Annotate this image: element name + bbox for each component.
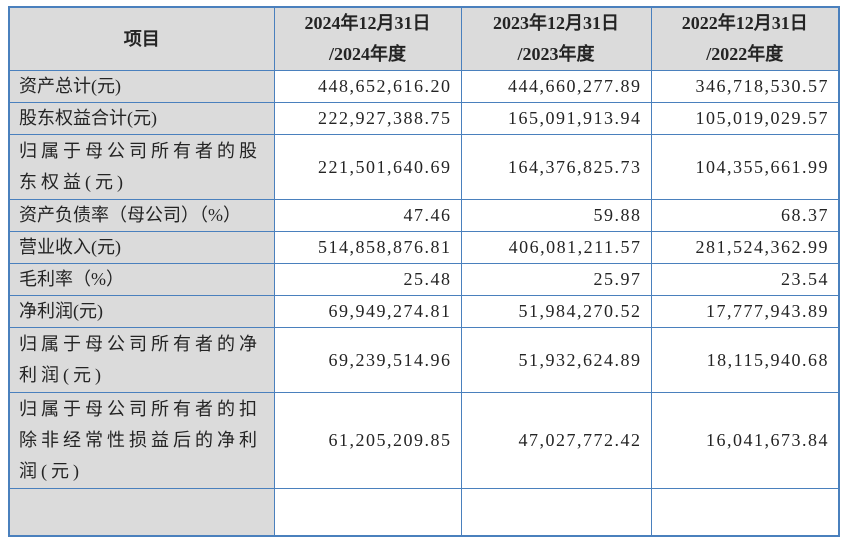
table-row: [8, 488, 840, 537]
row-value: 281,524,362.99: [650, 231, 840, 264]
row-value: [460, 488, 652, 537]
row-value: 406,081,211.57: [460, 231, 652, 264]
row-value: 69,949,274.81: [273, 295, 462, 328]
table-row: 归属于母公司所有者的净 利润(元) 69,239,514.96 51,932,624…: [8, 327, 840, 393]
row-value: 514,858,876.81: [273, 231, 462, 264]
table-header-row: 项目 2024年12月31日 /2024年度 2023年12月31日 /2023…: [8, 6, 840, 71]
row-value: 59.88: [460, 199, 652, 232]
row-value: 47,027,772.42: [460, 392, 652, 489]
row-value: 69,239,514.96: [273, 327, 462, 393]
row-value: 346,718,530.57: [650, 70, 840, 103]
row-value: 23.54: [650, 263, 840, 296]
row-value: 105,019,029.57: [650, 102, 840, 135]
table-row: 资产总计(元) 448,652,616.20 444,660,277.89 346,7…: [8, 70, 840, 103]
row-value: 16,041,673.84: [650, 392, 840, 489]
financial-summary-table: 项目 2024年12月31日 /2024年度 2023年12月31日 /2023…: [8, 6, 840, 537]
row-value: 51,932,624.89: [460, 327, 652, 393]
table-row: 净利润(元) 69,949,274.81 51,984,270.52 17,777,9…: [8, 295, 840, 328]
row-value: [273, 488, 462, 537]
table-row: 归属于母公司所有者的扣 除非经常性损益后的净利 润(元) 61,205,209.8…: [8, 392, 840, 489]
row-value: 61,205,209.85: [273, 392, 462, 489]
row-value: 51,984,270.52: [460, 295, 652, 328]
table-row: 归属于母公司所有者的股 东权益(元) 221,501,640.69 164,376,…: [8, 134, 840, 200]
table-row: 资产负债率（母公司）（%） 47.46 59.88 68.37: [8, 199, 840, 232]
row-label: [8, 488, 275, 537]
table-body: 资产总计(元) 448,652,616.20 444,660,277.89 346,7…: [8, 70, 840, 537]
row-label: 毛利率（%）: [8, 263, 275, 296]
table-row: 营业收入(元) 514,858,876.81 406,081,211.57 281,5…: [8, 231, 840, 264]
header-period-2022: 2022年12月31日 /2022年度: [650, 6, 840, 71]
row-value: 222,927,388.75: [273, 102, 462, 135]
row-value: 47.46: [273, 199, 462, 232]
row-label: 净利润(元): [8, 295, 275, 328]
row-label: 归属于母公司所有者的股 东权益(元): [8, 134, 275, 200]
row-value: 221,501,640.69: [273, 134, 462, 200]
header-item: 项目: [8, 6, 275, 71]
row-value: 104,355,661.99: [650, 134, 840, 200]
table-row: 毛利率（%） 25.48 25.97 23.54: [8, 263, 840, 296]
row-label: 资产总计(元): [8, 70, 275, 103]
row-value: 18,115,940.68: [650, 327, 840, 393]
table-row: 股东权益合计(元) 222,927,388.75 165,091,913.94 105…: [8, 102, 840, 135]
header-period-2024: 2024年12月31日 /2024年度: [273, 6, 462, 71]
row-label: 归属于母公司所有者的扣 除非经常性损益后的净利 润(元): [8, 392, 275, 489]
row-value: 165,091,913.94: [460, 102, 652, 135]
header-period-2023: 2023年12月31日 /2023年度: [460, 6, 652, 71]
row-value: 68.37: [650, 199, 840, 232]
row-value: 25.48: [273, 263, 462, 296]
row-label: 归属于母公司所有者的净 利润(元): [8, 327, 275, 393]
row-label: 股东权益合计(元): [8, 102, 275, 135]
row-label: 营业收入(元): [8, 231, 275, 264]
row-value: [650, 488, 840, 537]
row-value: 164,376,825.73: [460, 134, 652, 200]
row-value: 25.97: [460, 263, 652, 296]
row-label: 资产负债率（母公司）（%）: [8, 199, 275, 232]
row-value: 444,660,277.89: [460, 70, 652, 103]
row-value: 448,652,616.20: [273, 70, 462, 103]
row-value: 17,777,943.89: [650, 295, 840, 328]
